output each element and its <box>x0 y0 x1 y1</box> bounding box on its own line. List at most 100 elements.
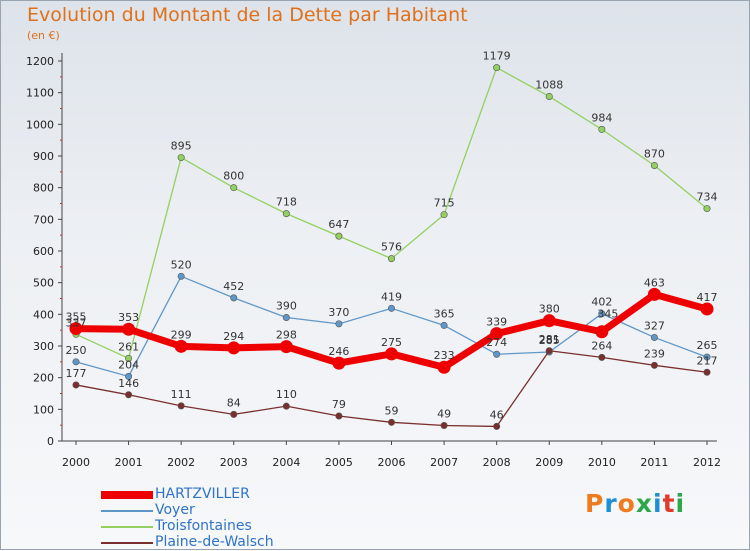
data-label: 895 <box>171 140 192 153</box>
y-tick-label: 200 <box>33 372 54 385</box>
data-point <box>385 347 398 361</box>
data-label: 265 <box>697 339 718 352</box>
x-tick-label: 2008 <box>483 456 511 469</box>
data-point <box>230 294 238 302</box>
x-tick-label: 2003 <box>220 456 248 469</box>
y-tick-label: 400 <box>33 308 54 321</box>
data-point <box>493 64 501 72</box>
y-tick-label: 100 <box>33 403 54 416</box>
y-tick-label: 700 <box>33 213 54 226</box>
x-tick-label: 2010 <box>588 456 616 469</box>
data-label: 1088 <box>535 78 563 91</box>
data-label: 365 <box>434 307 455 320</box>
data-label: 246 <box>328 345 349 358</box>
y-tick-label: 1000 <box>26 118 54 131</box>
x-tick-label: 2000 <box>62 456 90 469</box>
data-label: 353 <box>118 311 139 324</box>
legend-label: Plaine-de-Walsch <box>155 534 274 550</box>
data-point <box>125 391 133 399</box>
y-tick-label: 1100 <box>26 87 54 100</box>
data-point <box>650 333 658 341</box>
data-point <box>125 354 133 362</box>
data-point <box>598 353 606 361</box>
data-label: 285 <box>539 334 560 347</box>
legend-swatch <box>101 542 153 544</box>
y-tick-label: 300 <box>33 340 54 353</box>
data-point <box>440 211 448 219</box>
data-point <box>542 314 556 328</box>
data-point <box>387 418 395 426</box>
data-label: 239 <box>644 347 665 360</box>
data-label: 339 <box>486 316 507 329</box>
unit-label: (en €) <box>27 29 60 42</box>
data-point <box>177 154 185 162</box>
data-label: 870 <box>644 148 665 161</box>
data-point <box>174 339 188 353</box>
logo-letter: x <box>635 489 653 518</box>
data-label: 327 <box>644 319 665 332</box>
data-point <box>598 125 606 133</box>
data-point <box>703 368 711 376</box>
data-point <box>493 422 501 430</box>
data-label: 110 <box>276 388 297 401</box>
data-point <box>282 402 290 410</box>
x-tick-label: 2002 <box>167 456 195 469</box>
data-label: 520 <box>171 258 192 271</box>
data-point <box>177 402 185 410</box>
x-tick-label: 2012 <box>693 456 721 469</box>
data-label: 59 <box>385 404 399 417</box>
data-point <box>279 340 293 354</box>
data-label: 298 <box>276 329 297 342</box>
logo-letter: i <box>653 489 663 518</box>
data-point <box>227 341 241 355</box>
data-point <box>177 272 185 280</box>
data-point <box>493 350 501 358</box>
x-tick-label: 2006 <box>378 456 406 469</box>
y-tick-label: 0 <box>47 435 54 448</box>
data-label: 46 <box>490 408 504 421</box>
data-label: 463 <box>644 276 665 289</box>
data-label: 355 <box>66 311 87 324</box>
data-label: 274 <box>486 336 507 349</box>
data-label: 233 <box>434 349 455 362</box>
x-tick-label: 2011 <box>640 456 668 469</box>
legend-swatch <box>101 510 153 512</box>
data-label: 275 <box>381 336 402 349</box>
data-label: 715 <box>434 197 455 210</box>
data-point <box>282 210 290 218</box>
data-label: 370 <box>328 306 349 319</box>
data-label: 800 <box>223 170 244 183</box>
data-label: 647 <box>328 218 349 231</box>
x-tick-label: 2004 <box>272 456 300 469</box>
chart-title: Evolution du Montant de la Dette par Hab… <box>27 4 468 26</box>
proxiti-logo: Proxiti <box>585 489 685 518</box>
data-label: 49 <box>437 407 451 420</box>
data-label: 419 <box>381 290 402 303</box>
logo-letter: o <box>617 489 636 518</box>
data-point <box>700 302 714 316</box>
x-tick-label: 2005 <box>325 456 353 469</box>
data-label: 204 <box>118 358 139 371</box>
data-point <box>650 361 658 369</box>
data-label: 984 <box>591 111 612 124</box>
y-tick-label: 900 <box>33 150 54 163</box>
data-label: 718 <box>276 196 297 209</box>
data-label: 417 <box>697 291 718 304</box>
data-label: 146 <box>118 377 139 390</box>
data-label: 1179 <box>483 50 511 63</box>
data-label: 576 <box>381 241 402 254</box>
data-label: 337 <box>66 316 87 329</box>
data-point <box>490 327 504 341</box>
data-label: 264 <box>591 339 612 352</box>
data-point <box>437 360 451 374</box>
y-tick-label: 800 <box>33 182 54 195</box>
data-point <box>72 381 80 389</box>
logo-letter: r <box>604 489 618 518</box>
y-tick-label: 1200 <box>26 55 54 68</box>
data-point <box>335 232 343 240</box>
legend-swatch <box>101 526 153 528</box>
data-point <box>230 184 238 192</box>
data-point <box>545 347 553 355</box>
data-point <box>440 321 448 329</box>
